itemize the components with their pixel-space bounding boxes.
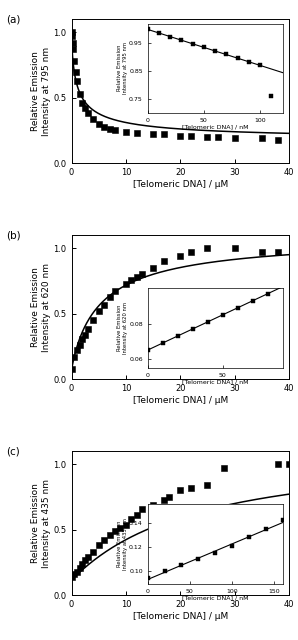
Point [102, 122, 107, 132]
Point [134, 510, 139, 520]
Point [72, 56, 77, 66]
Point [276, 459, 281, 469]
Point [70, 31, 74, 42]
Point [134, 272, 139, 282]
Point [113, 286, 117, 296]
Point [96, 306, 101, 316]
Point [91, 315, 96, 325]
Point [123, 278, 128, 289]
Point [83, 103, 88, 113]
Point [69, 27, 74, 37]
Y-axis label: Relative Emission
Intensity at 435 nm: Relative Emission Intensity at 435 nm [31, 479, 51, 568]
Point [70, 38, 75, 48]
Point [107, 530, 112, 540]
Point [91, 113, 96, 124]
Point [260, 133, 264, 143]
Point [107, 292, 112, 302]
Point [162, 256, 166, 266]
Point [221, 463, 226, 474]
Point [77, 89, 82, 99]
Point [205, 132, 210, 142]
Point [113, 526, 117, 536]
Point [276, 247, 281, 257]
Point [91, 547, 96, 557]
Point [74, 566, 79, 577]
Point [77, 563, 82, 573]
Point [113, 125, 117, 136]
Point [74, 346, 79, 356]
Point [80, 333, 85, 344]
Point [189, 483, 194, 493]
Point [83, 555, 88, 565]
Point [74, 76, 79, 86]
Point [260, 247, 264, 257]
Text: (a): (a) [6, 15, 21, 25]
Point [86, 324, 90, 335]
Point [167, 492, 172, 502]
Point [107, 124, 112, 134]
Point [83, 330, 88, 340]
Point [287, 459, 291, 469]
Point [178, 251, 183, 261]
Text: (c): (c) [6, 447, 20, 457]
Point [178, 485, 183, 495]
Point [205, 243, 210, 253]
Y-axis label: Relative Emission
Intensity at 795 nm: Relative Emission Intensity at 795 nm [31, 47, 51, 136]
Point [96, 119, 101, 129]
Point [178, 131, 183, 141]
X-axis label: [Telomeric DNA] / μM: [Telomeric DNA] / μM [133, 396, 228, 405]
Point [129, 275, 134, 285]
Point [71, 44, 75, 54]
Point [73, 67, 78, 77]
Point [70, 572, 74, 582]
Point [86, 552, 90, 563]
Point [118, 524, 123, 534]
Point [70, 364, 74, 374]
Point [205, 480, 210, 490]
Point [72, 569, 77, 579]
Point [96, 540, 101, 550]
Point [140, 269, 145, 280]
Point [232, 243, 237, 253]
Point [134, 128, 139, 138]
Point [102, 300, 107, 310]
Point [151, 500, 156, 510]
Point [232, 133, 237, 143]
Point [123, 520, 128, 530]
Point [276, 134, 281, 145]
Y-axis label: Relative Emission
Intensity at 620 nm: Relative Emission Intensity at 620 nm [31, 262, 51, 352]
Point [102, 535, 107, 545]
Text: (b): (b) [6, 231, 21, 241]
Point [216, 132, 221, 142]
Point [189, 131, 194, 141]
Point [151, 263, 156, 273]
Point [80, 98, 85, 108]
Point [77, 340, 82, 350]
Point [151, 129, 156, 140]
Point [86, 108, 90, 118]
X-axis label: [Telomeric DNA] / μM: [Telomeric DNA] / μM [133, 180, 228, 189]
Point [140, 504, 145, 514]
Point [162, 495, 166, 505]
Point [129, 514, 134, 524]
Point [162, 129, 166, 140]
Point [80, 559, 85, 569]
Point [123, 127, 128, 137]
X-axis label: [Telomeric DNA] / μM: [Telomeric DNA] / μM [133, 612, 228, 621]
Point [189, 247, 194, 257]
Point [72, 352, 77, 362]
